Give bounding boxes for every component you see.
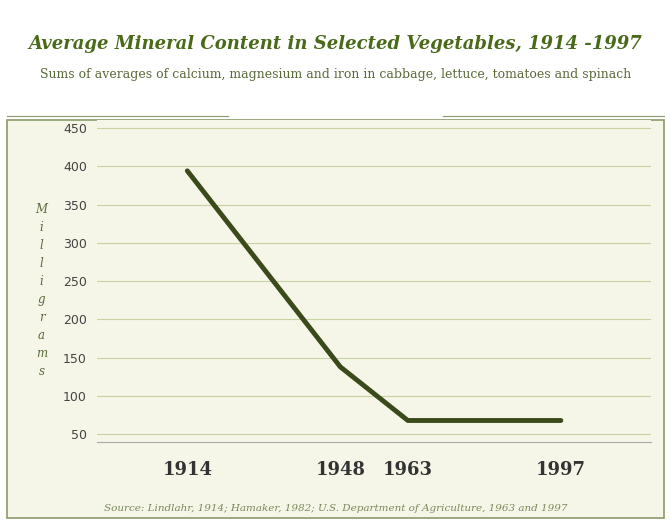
Text: a: a xyxy=(38,329,45,342)
Text: s: s xyxy=(39,365,44,378)
Text: Average Mineral Content in Selected Vegetables, 1914 -1997: Average Mineral Content in Selected Vege… xyxy=(29,36,642,53)
Text: i: i xyxy=(40,275,44,288)
Text: m: m xyxy=(36,347,47,360)
FancyBboxPatch shape xyxy=(7,120,664,518)
Text: i: i xyxy=(40,221,44,234)
Text: g: g xyxy=(38,293,46,306)
Text: r: r xyxy=(39,311,44,324)
Text: Source: Lindlahr, 1914; Hamaker, 1982; U.S. Department of Agriculture, 1963 and : Source: Lindlahr, 1914; Hamaker, 1982; U… xyxy=(104,504,567,513)
Text: Sums of averages of calcium, magnesium and iron in cabbage, lettuce, tomatoes an: Sums of averages of calcium, magnesium a… xyxy=(40,68,631,81)
Text: M: M xyxy=(36,203,48,215)
Text: l: l xyxy=(40,238,44,252)
Text: l: l xyxy=(40,257,44,270)
